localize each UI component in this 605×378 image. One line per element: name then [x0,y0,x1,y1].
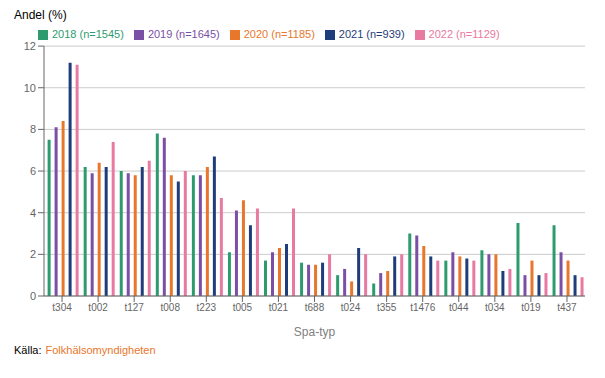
svg-text:12: 12 [24,40,36,52]
html-text:2020 (n=1185): 2020 (n=1185) [243,28,315,40]
svg-text:t1476: t1476 [410,302,435,313]
svg-text:t437: t437 [557,302,577,313]
svg-text:4: 4 [30,207,36,219]
svg-text:t223: t223 [197,302,217,313]
svg-text:10: 10 [24,82,36,94]
svg-text:t008: t008 [160,302,180,313]
html-text:2021 (n=939): 2021 (n=939) [338,28,405,40]
html-text:2019 (n=1645): 2019 (n=1645) [147,28,220,40]
svg-text:t688: t688 [305,302,325,313]
svg-text:6: 6 [30,165,36,177]
svg-text:t127: t127 [124,302,144,313]
svg-text:t034: t034 [485,302,505,313]
html-text:Andel (%): Andel (%) [14,8,67,22]
svg-text:t355: t355 [377,302,397,313]
html-text:2022 (n=1129): 2022 (n=1129) [428,28,500,40]
html-text:Källa: Folkhälsomyndigheten: Källa: Folkhälsomyndigheten [14,344,156,356]
svg-text:0: 0 [30,290,36,302]
svg-text:2: 2 [30,248,36,260]
svg-text:t005: t005 [233,302,253,313]
svg-text:t044: t044 [449,302,469,313]
svg-text:t304: t304 [52,302,72,313]
svg-text:t024: t024 [341,302,361,313]
svg-text:Spa-typ: Spa-typ [294,325,336,339]
svg-text:t021: t021 [269,302,289,313]
html-text:2018 (n=1545): 2018 (n=1545) [52,28,124,40]
svg-text:t019: t019 [521,302,541,313]
svg-text:t002: t002 [88,302,108,313]
svg-text:8: 8 [30,123,36,135]
